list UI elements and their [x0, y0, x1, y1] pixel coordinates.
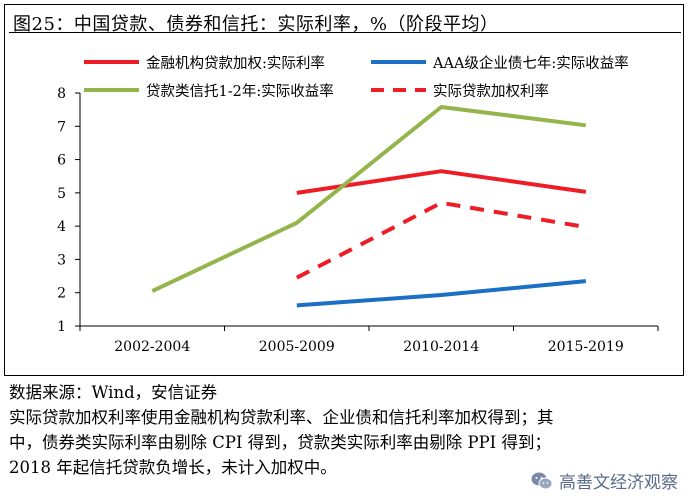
legend-label: AAA级企业债七年:实际收益率: [432, 54, 629, 72]
series-line: [295, 200, 587, 280]
note-line-2: 中，债券类实际利率由剔除 CPI 得到，贷款类实际利率由剔除 PPI 得到；: [9, 433, 551, 452]
x-tick-label: 2005-2009: [259, 339, 335, 355]
chart-axes: 1 2 3 4 5 6 7 8 2002-2004 2005-2009 2010-2014 2015-…: [57, 86, 659, 355]
y-tick-label: 6: [57, 153, 66, 169]
x-tick-label: 2010-2014: [403, 339, 479, 355]
wechat-icon: [531, 472, 553, 489]
legend-label: 实际贷款加权利率: [433, 83, 549, 100]
y-tick-label: 2: [57, 286, 66, 302]
figure-notes: 数据来源：Wind，安信证券 实际贷款加权利率使用金融机构贷款利率、企业债和信托…: [9, 380, 681, 480]
y-tick-label: 7: [57, 119, 66, 135]
data-source: 数据来源：Wind，安信证券: [9, 383, 218, 402]
figure-title-bar: 图25：中国贷款、债券和信托：实际利率，%（阶段平均）: [9, 8, 681, 35]
y-tick-label: 1: [57, 319, 66, 335]
y-tick-label: 8: [57, 86, 66, 102]
x-tick-label: 2015-2019: [548, 339, 624, 355]
chart-series: [151, 105, 587, 308]
note-line-3: 2018 年起信托贷款负增长，未计入加权中。: [9, 458, 337, 477]
line-chart: 1 2 3 4 5 6 7 8 2002-2004 2005-2009 2010-2014 2015-…: [57, 54, 659, 355]
chart-legend: 金融机构贷款加权:实际利率 AAA级企业债七年:实际收益率贷款类信托1-2年:实际…: [84, 54, 629, 100]
y-tick-label: 4: [57, 219, 66, 235]
legend-label: 金融机构贷款加权:实际利率: [146, 55, 325, 72]
figure-title: 图25：中国贷款、债券和信托：实际利率，%（阶段平均）: [13, 14, 499, 35]
series-line: [151, 105, 587, 293]
legend-label: 贷款类信托1-2年:实际收益率: [146, 83, 334, 100]
figure-frame: [4, 4, 684, 376]
series-line: [296, 279, 586, 308]
x-tick-label: 2002-2004: [114, 339, 190, 355]
watermark: 高善文经济观察: [531, 468, 678, 493]
y-tick-label: 3: [57, 252, 66, 268]
y-tick-label: 5: [57, 186, 66, 202]
note-line-1: 实际贷款加权利率使用金融机构贷款利率、企业债和信托利率加权得到；其: [9, 408, 554, 427]
watermark-text: 高善文经济观察: [559, 473, 678, 493]
